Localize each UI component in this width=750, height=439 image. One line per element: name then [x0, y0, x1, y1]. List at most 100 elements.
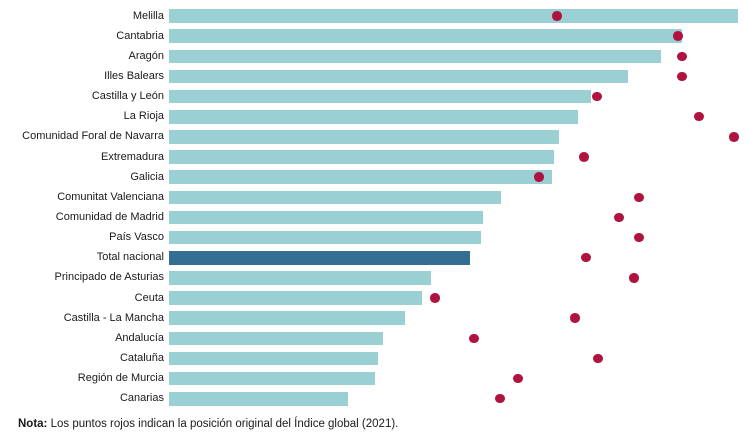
bar-track — [169, 371, 750, 386]
original-position-dot — [552, 11, 562, 21]
bar-track — [169, 150, 750, 164]
index-bar — [169, 89, 591, 104]
category-label: Comunidad Foral de Navarra — [22, 130, 164, 143]
chart-row: Extremadura — [0, 147, 750, 167]
original-position-dot — [677, 71, 687, 82]
original-position-dot — [430, 293, 440, 303]
chart-row: Comunidad de Madrid — [0, 207, 750, 227]
footnote-label: Nota: — [18, 418, 48, 430]
category-label: Comunitat Valenciana — [57, 190, 164, 203]
original-position-dot — [570, 313, 580, 323]
chart-row: Región de Murcia — [0, 369, 750, 389]
category-label: Aragón — [128, 49, 164, 62]
bar-track — [169, 190, 750, 205]
bar-track — [169, 49, 750, 64]
bar-track — [169, 291, 750, 305]
chart-row: Castilla y León — [0, 87, 750, 107]
index-bar — [169, 150, 554, 164]
category-label: Principado de Asturias — [54, 271, 164, 284]
index-bar — [169, 271, 431, 285]
bar-track — [169, 351, 750, 366]
chart-rows: Melilla Cantabria Aragón Illes Balears — [0, 6, 750, 409]
bar-track — [169, 271, 750, 285]
footnote: Nota: Los puntos rojos indican la posici… — [18, 418, 398, 430]
original-position-dot — [495, 393, 505, 404]
index-bar — [169, 130, 559, 144]
original-position-dot — [513, 373, 523, 384]
chart-row: Illes Balears — [0, 66, 750, 86]
chart-row: País Vasco — [0, 228, 750, 248]
category-label: Illes Balears — [104, 69, 164, 82]
chart-row: Ceuta — [0, 288, 750, 308]
index-bar — [169, 109, 578, 124]
category-label: Canarias — [119, 392, 164, 405]
original-position-dot — [592, 91, 602, 102]
index-bar — [169, 29, 682, 43]
chart-row: Comunitat Valenciana — [0, 187, 750, 207]
bar-track — [169, 210, 750, 225]
chart-row: Melilla — [0, 6, 750, 26]
category-label: Galicia — [130, 170, 164, 183]
category-label: Castilla y León — [91, 90, 164, 103]
chart-row: Aragón — [0, 46, 750, 66]
original-position-dot — [673, 31, 683, 41]
index-bar — [169, 391, 348, 406]
category-label: Cantabria — [116, 29, 164, 42]
bar-track — [169, 250, 750, 265]
index-bar — [169, 311, 405, 325]
original-position-dot — [469, 333, 479, 344]
index-bar — [169, 190, 501, 205]
category-label: Melilla — [132, 9, 164, 22]
index-bar — [169, 49, 661, 64]
category-label: Extremadura — [101, 150, 164, 163]
footnote-text: Los puntos rojos indican la posición ori… — [47, 418, 399, 430]
original-position-dot — [629, 273, 639, 283]
bar-track — [169, 331, 750, 346]
chart-row: La Rioja — [0, 107, 750, 127]
chart-row: Comunidad Foral de Navarra — [0, 127, 750, 147]
chart-row: Andalucía — [0, 328, 750, 348]
category-label: Total nacional — [96, 251, 164, 264]
bar-track — [169, 29, 750, 43]
index-bar — [169, 9, 738, 23]
chart-row: Principado de Asturias — [0, 268, 750, 288]
chart-row: Total nacional — [0, 248, 750, 268]
category-label: La Rioja — [123, 110, 164, 123]
category-label: Cataluña — [119, 351, 164, 364]
chart-row: Galicia — [0, 167, 750, 187]
bar-track — [169, 170, 750, 184]
index-bar — [169, 230, 481, 245]
index-bar — [169, 371, 375, 386]
original-position-dot — [581, 252, 591, 263]
chart-row: Cantabria — [0, 26, 750, 46]
original-position-dot — [634, 192, 644, 203]
index-bar — [169, 69, 628, 84]
category-label: Ceuta — [134, 291, 164, 304]
original-position-dot — [614, 212, 624, 223]
category-label: Andalucía — [115, 331, 164, 344]
category-label: Región de Murcia — [77, 372, 164, 385]
chart-row: Castilla - La Mancha — [0, 308, 750, 328]
chart-row: Canarias — [0, 389, 750, 409]
original-position-dot — [593, 353, 603, 364]
original-position-dot — [677, 51, 687, 62]
bar-track — [169, 230, 750, 245]
chart-row: Cataluña — [0, 348, 750, 368]
original-position-dot — [694, 111, 704, 122]
index-bar — [169, 210, 483, 225]
bar-track — [169, 130, 750, 144]
bar-track — [169, 69, 750, 84]
category-label: Comunidad de Madrid — [55, 210, 164, 223]
index-bar — [169, 170, 552, 184]
category-label: País Vasco — [109, 231, 164, 244]
bar-track — [169, 109, 750, 124]
index-bar — [169, 291, 422, 305]
original-position-dot — [729, 132, 739, 142]
original-position-dot — [634, 232, 644, 243]
index-bar — [169, 351, 378, 366]
category-label: Castilla - La Mancha — [63, 311, 164, 324]
bar-track — [169, 311, 750, 325]
bar-track — [169, 391, 750, 406]
original-position-dot — [579, 152, 589, 162]
